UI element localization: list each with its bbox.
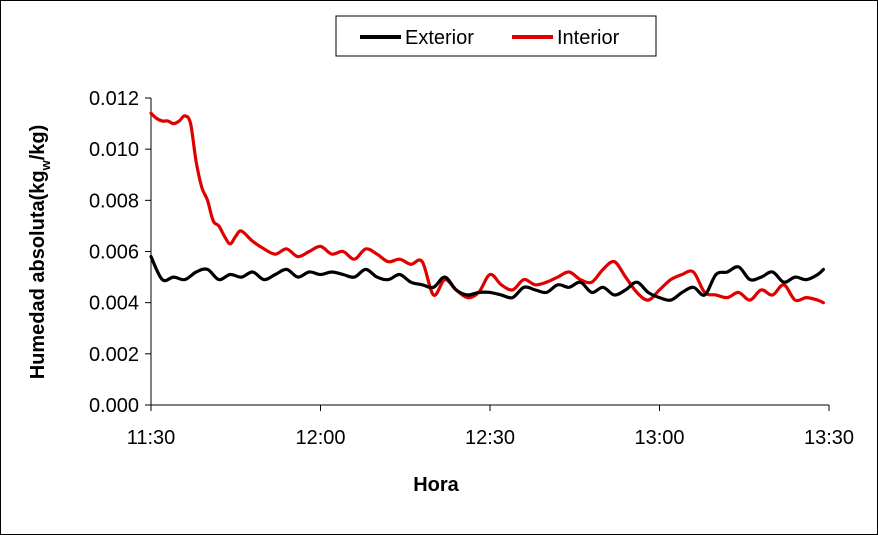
y-tick-label: 0.004 <box>89 293 139 315</box>
x-ticks: 11:30 12:00 12:30 13:00 13:30 <box>127 405 854 449</box>
x-tick-label: 12:30 <box>465 427 515 449</box>
y-axis-title: Humedad absoluta(kgw/kg) <box>27 125 53 380</box>
y-tick-label: 0.006 <box>89 242 139 264</box>
x-tick-label: 13:30 <box>804 427 854 449</box>
x-tick-label: 11:30 <box>127 427 176 449</box>
y-axis-title-sub: w <box>38 159 53 171</box>
series-lines <box>149 111 825 305</box>
series-line-interior <box>149 111 825 305</box>
y-axis-title-tail: /kg) <box>27 125 49 161</box>
legend-label-interior: Interior <box>557 27 620 49</box>
y-tick-label: 0.000 <box>89 395 139 417</box>
axes <box>150 98 829 406</box>
y-tick-label: 0.010 <box>89 139 139 161</box>
y-ticks: 0.000 0.002 0.004 0.006 0.008 0.010 0.012 <box>89 88 151 417</box>
y-tick-label: 0.002 <box>89 344 139 366</box>
x-tick-label: 13:00 <box>634 427 684 449</box>
series-line-exterior <box>149 255 825 302</box>
x-tick-label: 12:00 <box>295 427 345 449</box>
y-axis-title-main: Humedad absoluta(kg <box>27 170 49 379</box>
y-tick-label: 0.012 <box>89 88 139 110</box>
legend: Exterior Interior <box>335 15 657 57</box>
legend-label-exterior: Exterior <box>405 27 474 49</box>
x-axis-title: Hora <box>413 474 459 496</box>
y-tick-label: 0.008 <box>89 190 139 212</box>
